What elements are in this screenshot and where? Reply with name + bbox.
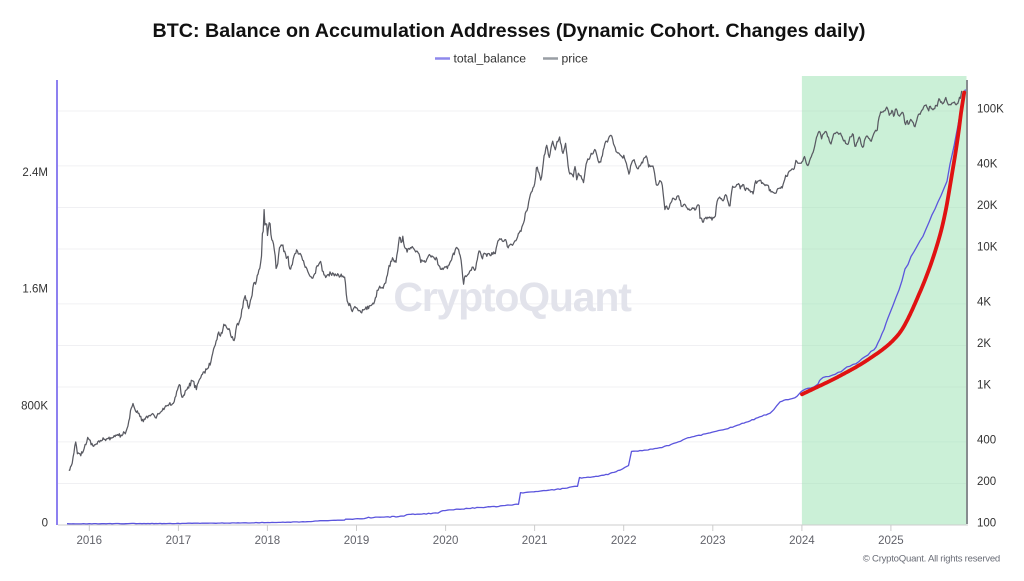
- svg-text:2024: 2024: [789, 535, 815, 547]
- svg-text:BTC: Balance on Accumulation A: BTC: Balance on Accumulation Addresses (…: [153, 20, 866, 42]
- svg-text:4K: 4K: [977, 296, 991, 308]
- svg-text:2018: 2018: [255, 535, 281, 547]
- svg-text:2021: 2021: [522, 535, 548, 547]
- svg-text:200: 200: [977, 476, 996, 488]
- svg-text:2023: 2023: [700, 535, 726, 547]
- svg-text:CryptoQuant: CryptoQuant: [393, 274, 632, 320]
- svg-text:100: 100: [977, 518, 996, 530]
- svg-text:2K: 2K: [977, 338, 991, 350]
- svg-text:2019: 2019: [344, 535, 370, 547]
- svg-text:2022: 2022: [611, 535, 637, 547]
- svg-text:0: 0: [42, 518, 48, 530]
- svg-text:100K: 100K: [977, 104, 1004, 116]
- svg-text:1K: 1K: [977, 380, 991, 392]
- svg-text:1.6M: 1.6M: [22, 284, 48, 296]
- svg-text:400: 400: [977, 434, 996, 446]
- svg-text:2025: 2025: [878, 535, 904, 547]
- svg-text:20K: 20K: [977, 200, 998, 212]
- svg-text:800K: 800K: [21, 401, 48, 413]
- svg-text:2.4M: 2.4M: [22, 167, 48, 179]
- svg-text:2017: 2017: [166, 535, 192, 547]
- svg-text:total_balance: total_balance: [454, 52, 527, 66]
- svg-text:2016: 2016: [77, 535, 103, 547]
- svg-text:10K: 10K: [977, 242, 998, 254]
- svg-text:2020: 2020: [433, 535, 459, 547]
- svg-text:© CryptoQuant. All rights rese: © CryptoQuant. All rights reserved: [863, 554, 1000, 565]
- svg-text:40K: 40K: [977, 158, 998, 170]
- svg-text:price: price: [562, 52, 589, 66]
